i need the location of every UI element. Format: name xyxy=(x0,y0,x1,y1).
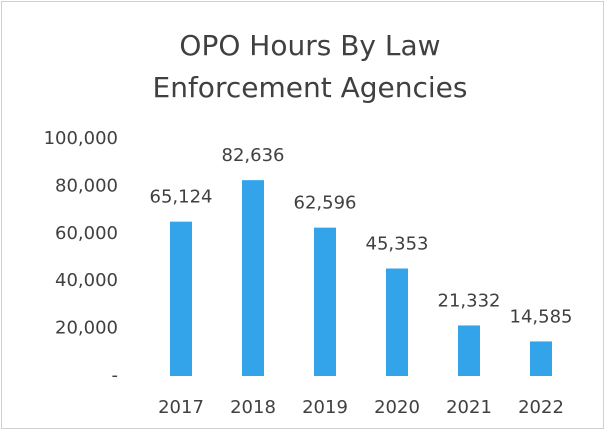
data-label: 14,585 xyxy=(510,306,573,327)
x-tick-label: 2021 xyxy=(446,397,492,418)
bar xyxy=(170,221,192,376)
x-tick-label: 2022 xyxy=(518,397,564,418)
chart-title: OPO Hours By Law Enforcement Agencies xyxy=(152,29,468,104)
y-tick-label: - xyxy=(112,365,119,386)
data-label: 45,353 xyxy=(366,234,429,255)
y-tick-label: 20,000 xyxy=(55,318,118,339)
bar xyxy=(458,325,480,376)
y-tick-label: 80,000 xyxy=(55,175,118,196)
data-label: 65,124 xyxy=(150,187,213,208)
y-tick-label: 100,000 xyxy=(44,128,118,149)
bar xyxy=(242,180,264,376)
x-tick-label: 2017 xyxy=(158,397,204,418)
data-label: 21,332 xyxy=(438,290,501,311)
bar xyxy=(530,341,552,376)
bar xyxy=(314,227,336,376)
y-tick-label: 60,000 xyxy=(55,223,118,244)
x-tick-label: 2020 xyxy=(374,397,420,418)
bar xyxy=(386,268,408,376)
data-label: 82,636 xyxy=(222,145,285,166)
data-label: 62,596 xyxy=(294,193,357,214)
y-tick-label: 40,000 xyxy=(55,270,118,291)
x-tick-label: 2019 xyxy=(302,397,348,418)
x-tick-label: 2018 xyxy=(230,397,276,418)
